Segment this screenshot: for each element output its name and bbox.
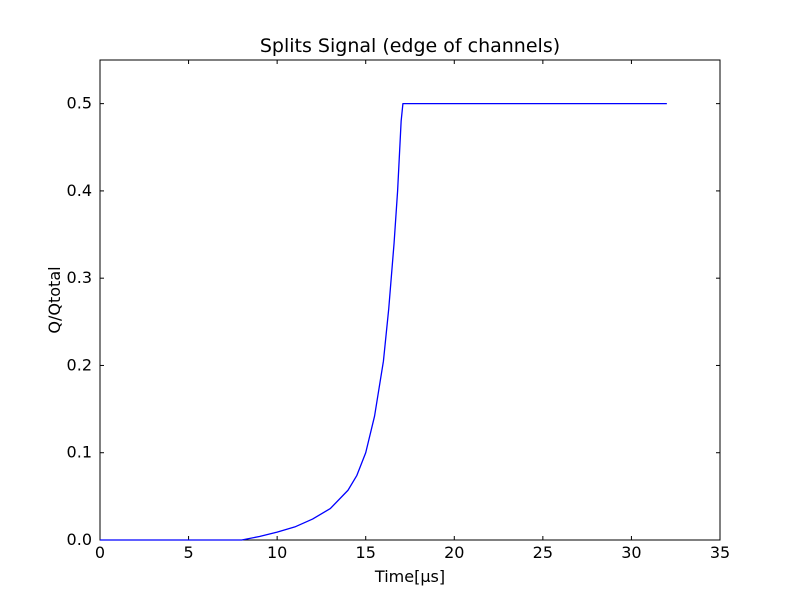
chart-title: Splits Signal (edge of channels)	[260, 35, 560, 57]
y-tick-label: 0.4	[67, 181, 92, 200]
plot-area	[99, 59, 721, 541]
x-axis-label: Time[μs]	[374, 567, 445, 586]
x-tick-label: 35	[710, 543, 730, 562]
x-tick-label: 30	[621, 543, 641, 562]
x-tick-label: 5	[183, 543, 193, 562]
y-axis-label: Q/Qtotal	[45, 266, 64, 333]
x-tick-label: 25	[533, 543, 553, 562]
series-layer	[100, 102, 667, 541]
x-tick-label: 20	[444, 543, 464, 562]
x-tick-label: 0	[95, 543, 105, 562]
y-tick-label: 0.3	[67, 268, 92, 287]
y-tick-label: 0.2	[67, 355, 92, 374]
y-tick-label: 0.5	[67, 94, 92, 113]
y-tick-label: 0.0	[67, 530, 92, 549]
x-tick-label: 15	[356, 543, 376, 562]
y-tick-label: 0.1	[67, 443, 92, 462]
series-line	[100, 102, 667, 541]
x-tick-label: 10	[267, 543, 287, 562]
ticks-layer: 0 5 10 15 20 25 30 35 0.0 0.1 0.2 0.3 0.4 0.5	[67, 60, 730, 562]
